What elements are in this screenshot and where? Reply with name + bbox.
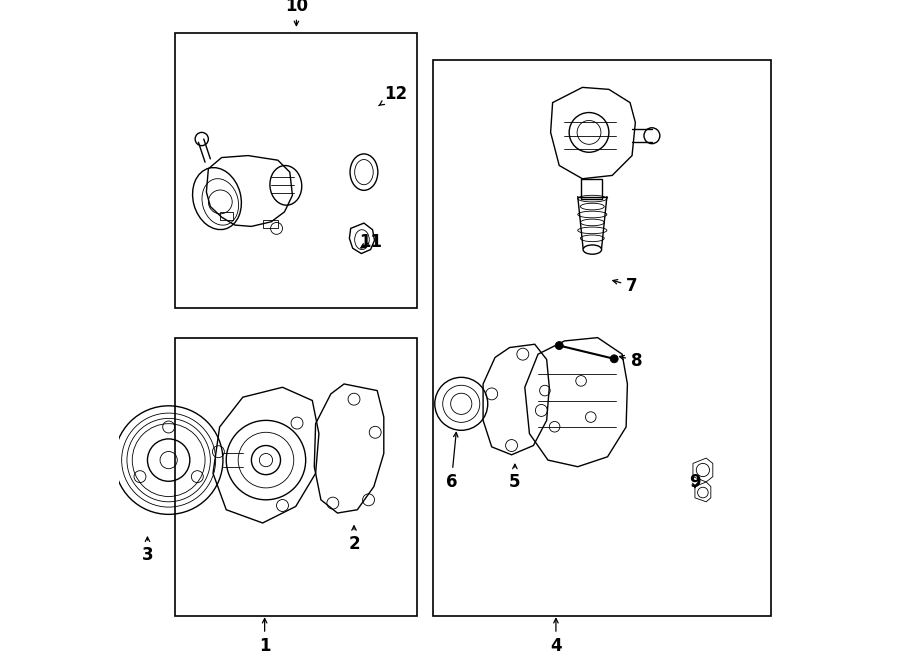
Bar <box>176 338 417 616</box>
Circle shape <box>610 355 618 363</box>
Text: 2: 2 <box>348 526 360 553</box>
Text: 11: 11 <box>359 232 382 251</box>
Text: 10: 10 <box>285 0 308 26</box>
Text: 12: 12 <box>379 85 408 105</box>
Text: 5: 5 <box>509 464 520 491</box>
Text: 8: 8 <box>619 352 643 370</box>
Text: 4: 4 <box>550 618 562 655</box>
Circle shape <box>555 342 563 350</box>
Text: 3: 3 <box>141 537 153 564</box>
Text: 1: 1 <box>259 618 270 655</box>
Text: 6: 6 <box>446 432 458 491</box>
Text: 9: 9 <box>689 473 701 491</box>
Bar <box>434 60 771 616</box>
Bar <box>176 33 417 308</box>
Text: 7: 7 <box>613 277 638 295</box>
